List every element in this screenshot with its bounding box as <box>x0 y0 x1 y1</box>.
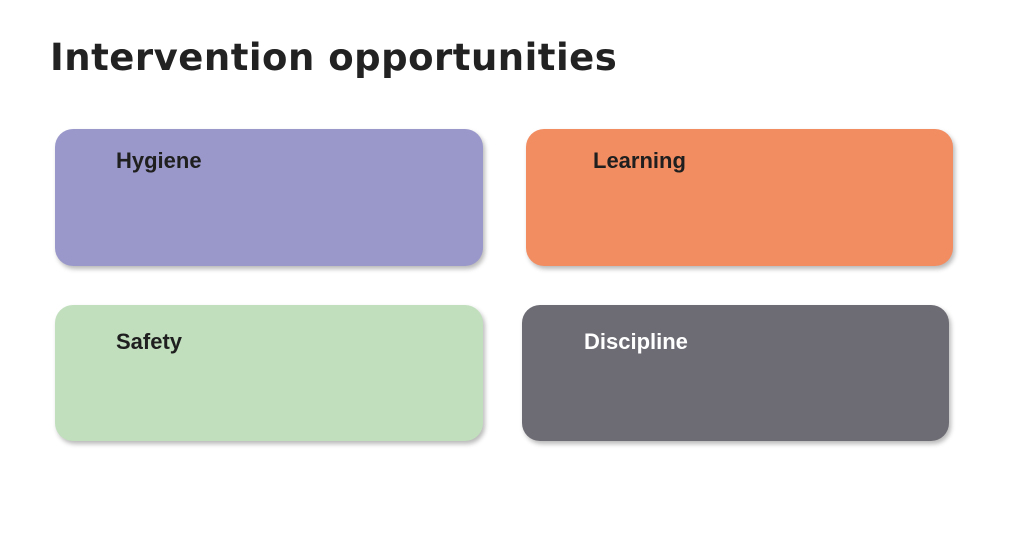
page-title: Intervention opportunities <box>50 36 618 79</box>
card-discipline: Discipline <box>522 305 949 441</box>
card-hygiene: Hygiene <box>55 129 483 266</box>
card-learning: Learning <box>526 129 953 266</box>
card-label-learning: Learning <box>593 148 686 173</box>
card-safety: Safety <box>55 305 483 441</box>
card-label-safety: Safety <box>116 329 183 354</box>
card-label-discipline: Discipline <box>584 329 688 354</box>
card-label-hygiene: Hygiene <box>116 148 202 173</box>
